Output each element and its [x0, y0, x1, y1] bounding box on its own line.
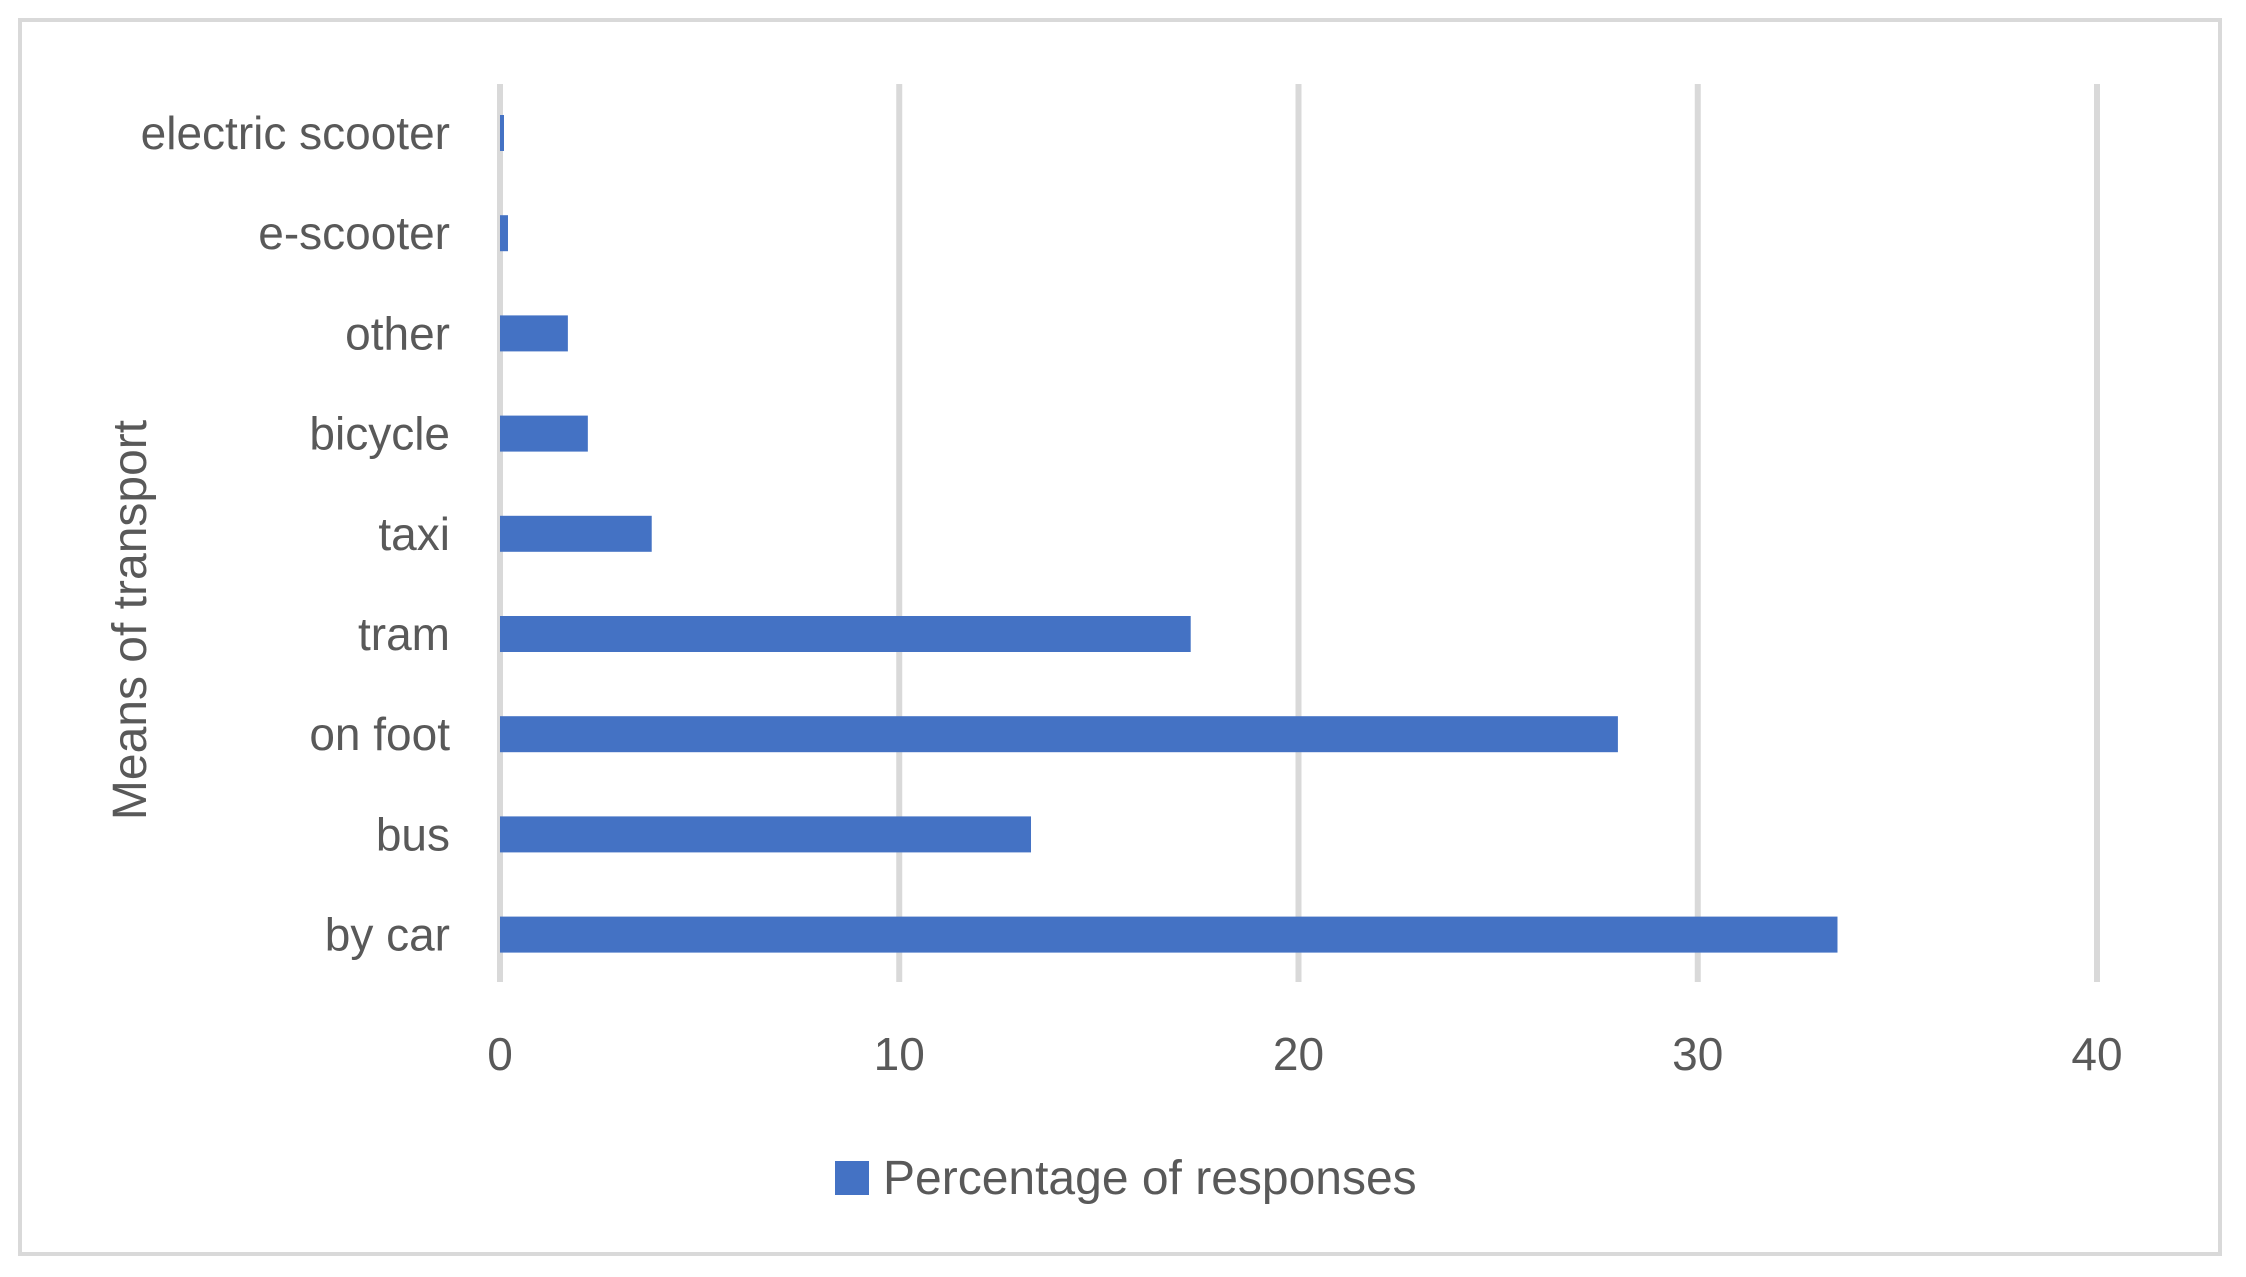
category-label: bicycle — [309, 408, 450, 460]
category-label: e-scooter — [258, 207, 450, 259]
legend: Percentage of responses — [835, 1152, 1417, 1205]
category-label: bus — [376, 808, 450, 860]
bar-by-car — [500, 916, 1838, 953]
x-tick-label: 40 — [2071, 1028, 2122, 1080]
x-tick-label: 10 — [874, 1028, 925, 1080]
bar-other — [500, 315, 568, 352]
y-axis-title: Means of transport — [104, 420, 157, 820]
legend-label: Percentage of responses — [883, 1152, 1417, 1205]
category-label: by car — [325, 909, 450, 961]
category-label: taxi — [378, 508, 450, 560]
category-labels: by car bus on foot tram taxi bicycle other e-sc… — [141, 107, 451, 961]
bar-on-foot — [500, 716, 1618, 753]
x-tick-label: 0 — [487, 1028, 513, 1080]
bar-bicycle — [500, 415, 588, 452]
legend-swatch — [835, 1161, 869, 1195]
category-label: on foot — [309, 708, 450, 760]
category-label: other — [345, 307, 450, 359]
x-tick-labels: 0 10 20 30 40 — [487, 1028, 2122, 1080]
bar-tram — [500, 616, 1191, 652]
bar-e-scooter — [500, 215, 508, 252]
category-label: electric scooter — [141, 107, 450, 159]
bars — [500, 115, 1838, 953]
x-tick-label: 30 — [1672, 1028, 1723, 1080]
bar-bus — [500, 816, 1032, 853]
bar-taxi — [500, 515, 652, 552]
x-tick-label: 20 — [1273, 1028, 1324, 1080]
category-label: tram — [358, 608, 450, 660]
bar-electric-scooter — [500, 115, 504, 151]
